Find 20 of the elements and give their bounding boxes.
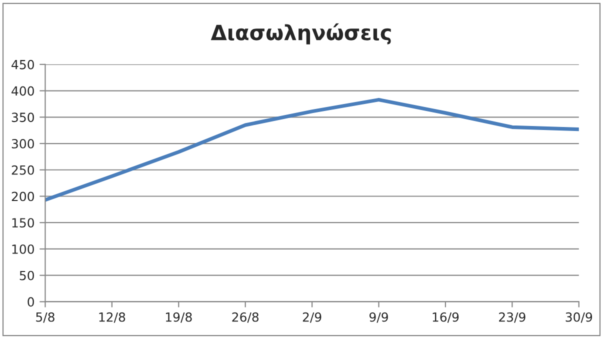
y-tick-label: 50: [20, 270, 34, 280]
y-tick-label: 450: [12, 60, 34, 70]
y-tick-label: 300: [12, 138, 34, 148]
x-tick-label: 26/8: [232, 312, 259, 323]
y-tick-label: 0: [28, 297, 34, 307]
x-tick-label: 30/9: [566, 312, 592, 323]
y-tick-label: 250: [12, 165, 34, 175]
x-tick-label: 19/8: [166, 312, 192, 323]
x-tick-label: 16/9: [432, 312, 459, 323]
x-tick-label: 12/8: [99, 312, 126, 323]
y-tick-label: 400: [12, 86, 34, 96]
chart-title: Διασωληνώσεις: [210, 23, 391, 44]
y-tick-label: 150: [12, 218, 34, 228]
x-tick-label: 5/8: [36, 312, 54, 323]
x-tick-label: 2/9: [302, 312, 322, 323]
x-tick-label: 9/9: [369, 312, 388, 323]
y-tick-label: 350: [12, 112, 34, 122]
x-tick-label: 23/9: [499, 312, 526, 323]
y-tick-label: 200: [12, 192, 34, 202]
y-tick-label: 100: [12, 244, 34, 254]
